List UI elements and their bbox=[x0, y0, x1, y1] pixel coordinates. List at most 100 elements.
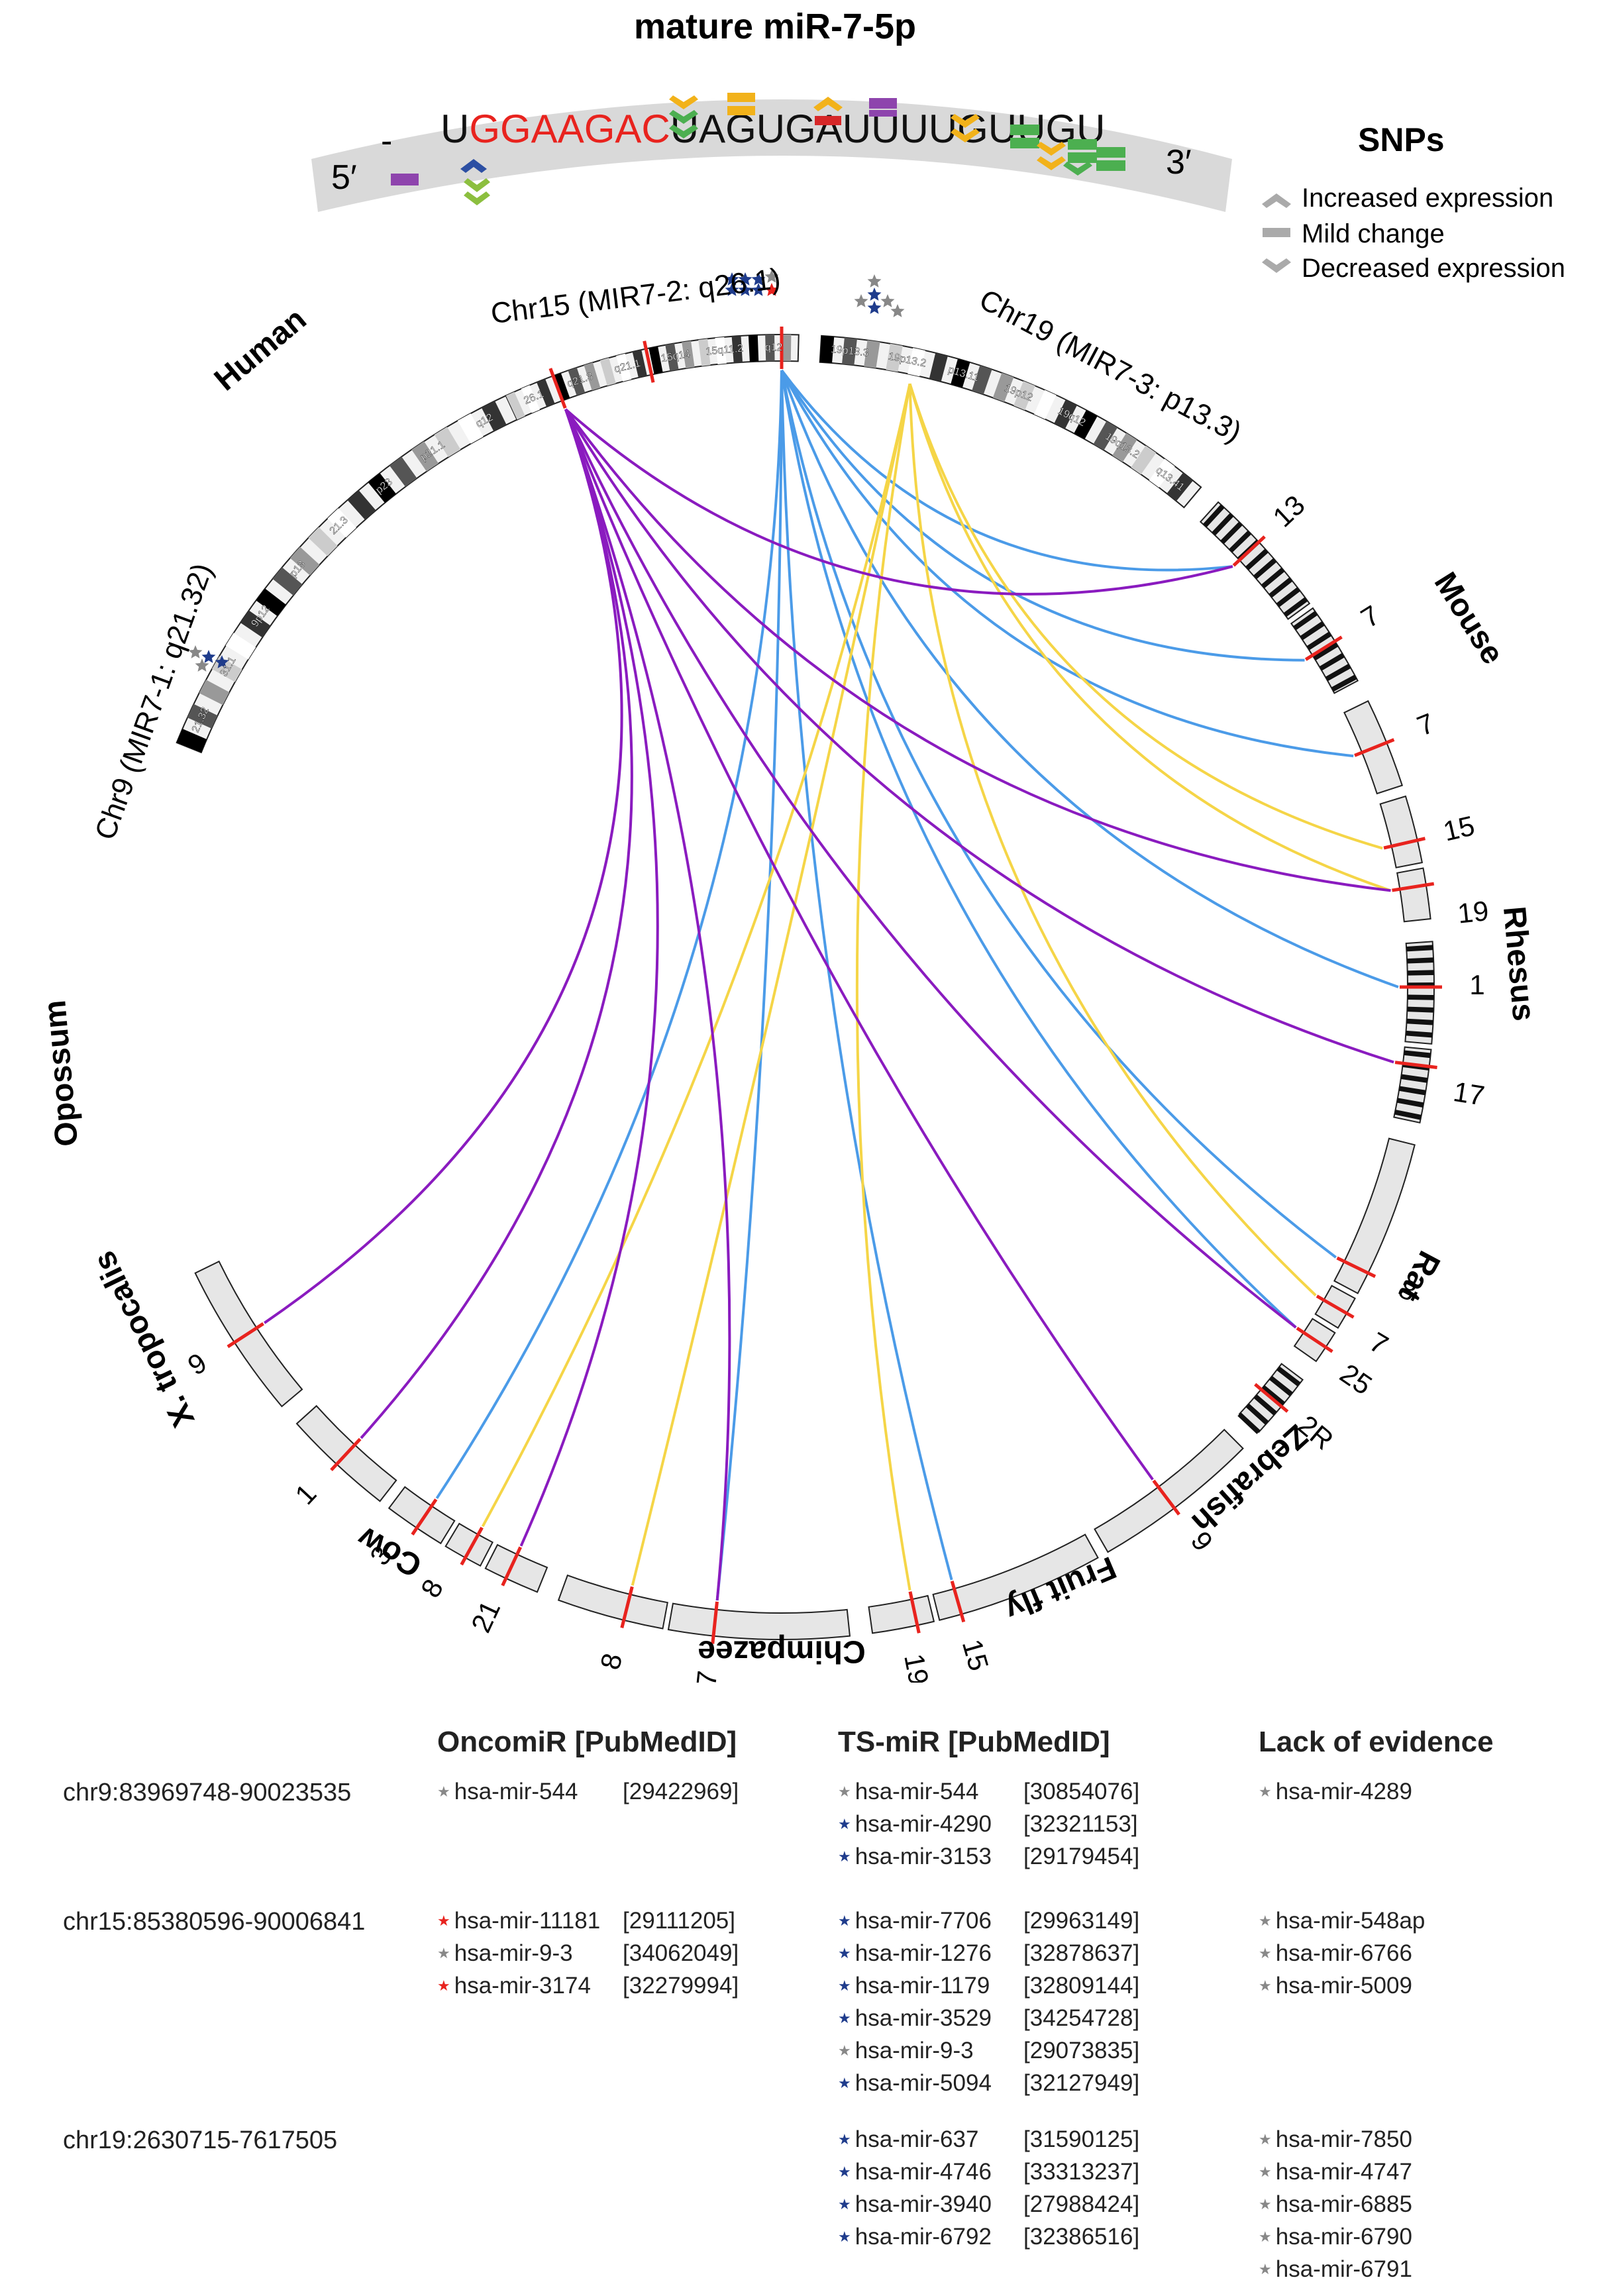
table-header: OncomiR [PubMedID] bbox=[437, 1726, 737, 1758]
evidence-star-icon: ★ bbox=[1259, 2261, 1272, 2277]
segment-label: 13 bbox=[1267, 489, 1310, 533]
locus-marker bbox=[501, 1546, 522, 1587]
mirna-name: hsa-mir-1179 bbox=[855, 1973, 990, 1999]
snp-mild-marker bbox=[1010, 125, 1039, 135]
snp-mild-marker bbox=[1068, 152, 1097, 163]
chromosome-band bbox=[1407, 970, 1434, 976]
chr9-link bbox=[564, 408, 1391, 892]
segment-label: 19 bbox=[898, 1651, 935, 1683]
mir-sequence-banner: mature miR-7-5p 5′ - UGGAAGACUAGUGAUUUUG… bbox=[311, 7, 1232, 212]
chromosome-band bbox=[240, 610, 271, 638]
chromosome-band bbox=[457, 413, 484, 444]
chromosome-band bbox=[907, 348, 925, 377]
mild-change-icon bbox=[1263, 228, 1290, 237]
locus-marker bbox=[643, 340, 655, 383]
mirna-entry: ★ hsa-mir-1179 [32809144] bbox=[838, 1973, 1139, 1999]
chromosome-band bbox=[1407, 957, 1434, 964]
segment-label: 19 bbox=[1456, 895, 1490, 929]
locus-marker bbox=[1392, 882, 1435, 892]
chromosome-band bbox=[1319, 652, 1345, 671]
band-label: q12 bbox=[765, 342, 783, 353]
snp-legend: SNPs Increased expression Mild change De… bbox=[1262, 121, 1565, 283]
mirna-name: hsa-mir-6790 bbox=[1275, 2224, 1412, 2250]
snp-decrease-marker bbox=[464, 178, 490, 192]
chr15-link bbox=[780, 369, 1305, 662]
chromosome-segments bbox=[176, 270, 1442, 1644]
chromosome-band bbox=[1212, 513, 1234, 536]
chr19-link bbox=[631, 383, 911, 1586]
chr9-link bbox=[564, 409, 1297, 1329]
snp-legend-title: SNPs bbox=[1358, 121, 1445, 158]
segment-label: 15 bbox=[1440, 809, 1477, 847]
sequence-text: UGGAAGACUAGUGAUUUUGUUGU bbox=[441, 107, 1105, 151]
pubmed-id: [32386516] bbox=[1023, 2224, 1140, 2250]
chromosome-band bbox=[665, 343, 679, 372]
snp-decrease-marker bbox=[951, 114, 980, 128]
mirna-entry: ★ hsa-mir-4290 [32321153] bbox=[838, 1811, 1138, 1838]
snp-increase-marker bbox=[460, 159, 487, 173]
chr15-label: Chr15 (MIR7-2: q26.1) bbox=[489, 262, 782, 330]
xtrop-chr8-segment bbox=[444, 1522, 493, 1567]
mirna-name: hsa-mir-3153 bbox=[855, 1844, 992, 1869]
circos-figure: mature miR-7-5p 5′ - UGGAAGACUAGUGAUUUUG… bbox=[37, 7, 1565, 1683]
chromosome-band bbox=[1166, 472, 1194, 501]
pubmed-id: [34254728] bbox=[1023, 2005, 1140, 2031]
segment-label: 21 bbox=[465, 1596, 506, 1637]
chromosome-band bbox=[632, 350, 647, 378]
rat-chr1-segment bbox=[1404, 941, 1435, 1045]
chromosome-band bbox=[568, 367, 586, 396]
snp-decrease-marker bbox=[464, 191, 490, 205]
chromosome-band bbox=[1093, 421, 1117, 450]
chromosome-band bbox=[434, 427, 461, 458]
chr9-link bbox=[519, 409, 659, 1547]
locus-marker bbox=[711, 1601, 719, 1644]
chr15-link bbox=[715, 370, 783, 1601]
mirna-entry: ★ hsa-mir-9-3 [34062049] bbox=[437, 1940, 739, 1967]
evidence-star-icon: ★ bbox=[838, 2228, 851, 2245]
segment-label: 1 bbox=[1469, 969, 1484, 1000]
chromosome-band bbox=[1396, 1098, 1424, 1108]
pubmed-id: [32279994] bbox=[623, 1973, 739, 1999]
snp-decrease-marker bbox=[1037, 142, 1066, 156]
chromosome-band bbox=[1306, 631, 1332, 651]
evidence-star bbox=[751, 283, 766, 296]
evidence-star bbox=[867, 274, 882, 287]
segment-label: 7 bbox=[690, 1669, 723, 1683]
snp-mild-marker bbox=[1096, 147, 1125, 158]
evidence-star-icon: ★ bbox=[838, 2042, 851, 2059]
chromosome-band bbox=[972, 365, 992, 395]
evidence-star-icon: ★ bbox=[437, 1783, 450, 1800]
evidence-star bbox=[880, 294, 895, 307]
mirna-name: hsa-mir-7706 bbox=[855, 1908, 992, 1934]
chromosome-band bbox=[1149, 458, 1175, 488]
chromosome-band bbox=[1220, 521, 1243, 545]
chromosome-band bbox=[1074, 409, 1098, 440]
chromosome-band bbox=[368, 473, 396, 503]
pubmed-id: [27988424] bbox=[1023, 2191, 1140, 2217]
evidence-star-icon: ★ bbox=[1259, 2164, 1272, 2180]
chromosome-band bbox=[698, 339, 711, 366]
chr9-link bbox=[360, 409, 633, 1439]
evidence-star bbox=[188, 645, 203, 658]
rhesus-chr19-segment bbox=[1396, 867, 1431, 923]
segment-label: 7 bbox=[1365, 1326, 1394, 1361]
mirna-name: hsa-mir-6791 bbox=[1275, 2256, 1412, 2282]
locus-marker bbox=[908, 1591, 921, 1634]
mirna-name: hsa-mir-6885 bbox=[1275, 2191, 1412, 2217]
evidence-star-icon: ★ bbox=[437, 1912, 450, 1929]
chromosome-band bbox=[1261, 1385, 1286, 1406]
mirna-entry: ★ hsa-mir-6791 bbox=[1259, 2256, 1412, 2283]
mirna-name: hsa-mir-4290 bbox=[855, 1811, 992, 1837]
chr9-link bbox=[564, 408, 1394, 1064]
chr15-link bbox=[780, 370, 1297, 1329]
chromosome-band bbox=[327, 508, 356, 538]
pubmed-id: [34062049] bbox=[623, 1940, 739, 1966]
mirna-entry: ★ hsa-mir-9-3 [29073835] bbox=[838, 2038, 1139, 2064]
mirna-entry: ★ hsa-mir-3153 [29179454] bbox=[838, 1844, 1139, 1870]
locus-marker bbox=[1296, 1326, 1333, 1353]
evidence-star bbox=[890, 304, 905, 317]
region-label: chr19:2630715-7617505 bbox=[63, 2126, 338, 2154]
chromosome-band bbox=[951, 358, 970, 388]
zebrafish-chr8-segment bbox=[1333, 1137, 1416, 1294]
rhesus-chr15-segment bbox=[1379, 795, 1424, 868]
